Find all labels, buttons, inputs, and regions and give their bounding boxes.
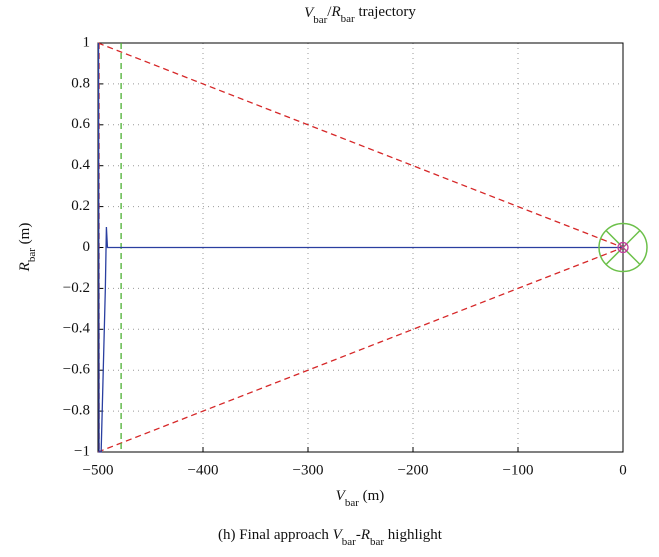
y-tick-label: −0.2	[63, 280, 90, 296]
x-tick-label: 0	[619, 462, 627, 478]
y-tick-label: −1	[74, 443, 90, 459]
y-tick-label: 1	[83, 34, 91, 50]
target-zone	[598, 222, 648, 273]
x-tick-label: −400	[188, 462, 219, 478]
series-line	[97, 42, 623, 453]
x-axis-label: Vbar (m)	[336, 488, 385, 508]
y-tick-label: 0.4	[71, 157, 90, 173]
y-tick-label: 0.2	[71, 198, 90, 214]
x-tick-label: −100	[503, 462, 534, 478]
y-tick-label: −0.4	[63, 321, 91, 337]
x-tick-label: −200	[398, 462, 429, 478]
y-tick-label: 0.8	[71, 75, 90, 91]
series-line	[97, 42, 624, 249]
caption: (h) Final approach Vbar-Rbar highlight	[218, 527, 443, 547]
x-tick-label: −500	[83, 462, 114, 478]
y-tick-label: 0	[83, 239, 91, 255]
y-tick-label: −0.6	[63, 362, 91, 378]
y-axis-label: Rbar (m)	[17, 223, 37, 273]
target-point	[617, 241, 629, 254]
x-tick-label: −300	[293, 462, 324, 478]
chart-title: Vbar/Rbar trajectory	[304, 4, 416, 25]
series-line	[97, 246, 624, 453]
y-tick-label: 0.6	[71, 116, 90, 132]
target-point-cross	[619, 243, 627, 252]
y-tick-label: −0.8	[63, 403, 90, 419]
